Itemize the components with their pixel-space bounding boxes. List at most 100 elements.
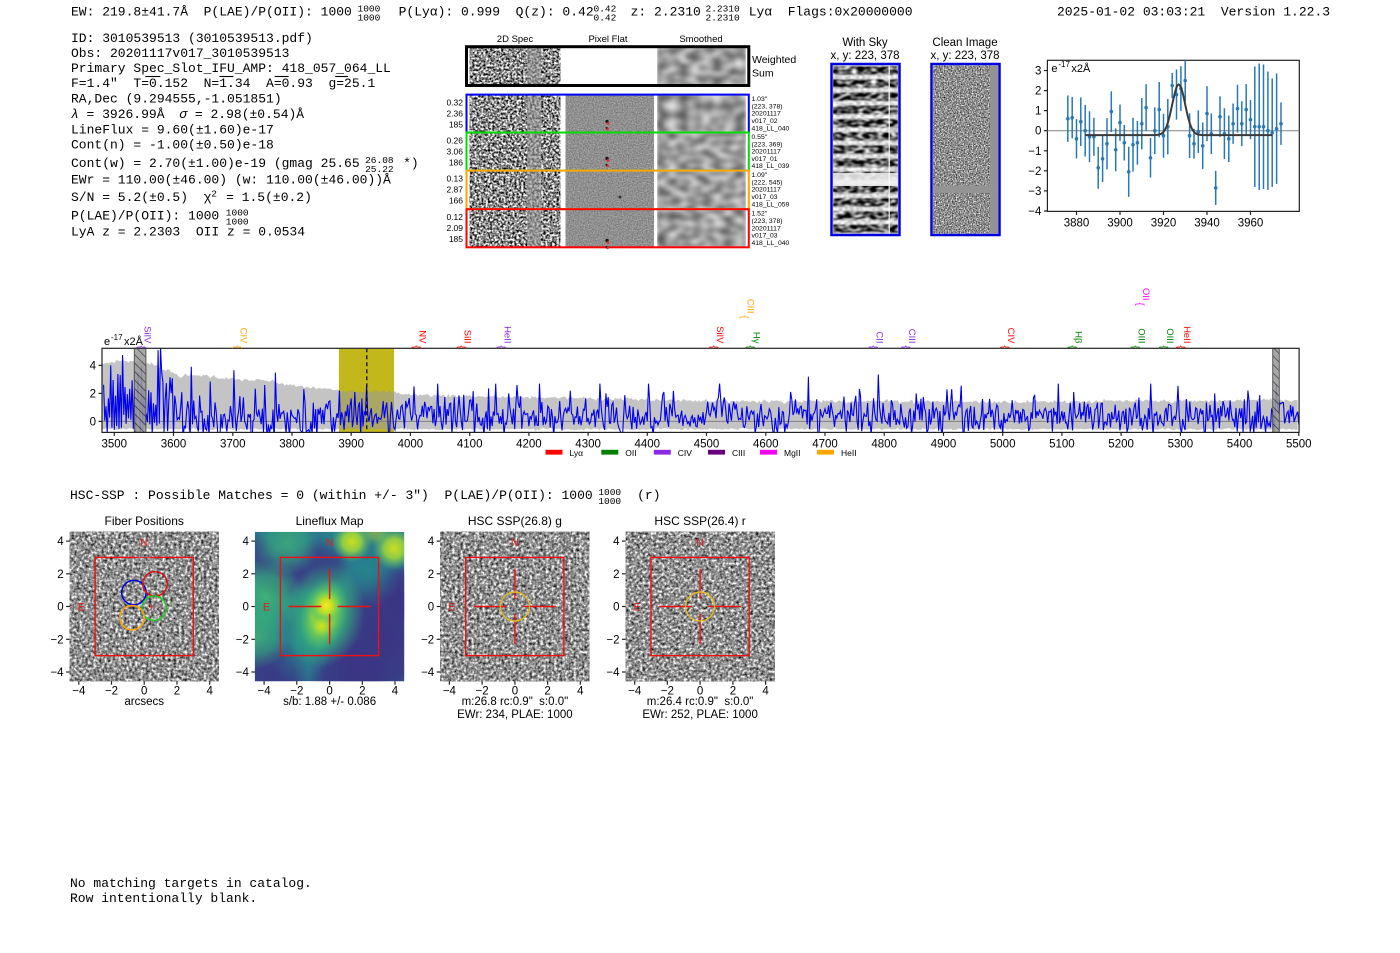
svg-text:RA,Dec (9.294555,-1.051851): RA,Dec (9.294555,-1.051851): [71, 92, 282, 107]
svg-text:CIII: CIII: [745, 299, 756, 314]
svg-text:−4: −4: [443, 686, 457, 698]
svg-text:x2Å: x2Å: [1071, 62, 1091, 75]
svg-text:2: 2: [544, 686, 550, 698]
svg-text:Smoothed: Smoothed: [679, 34, 722, 45]
svg-text:OIII: OIII: [1136, 328, 1147, 343]
svg-text:−4: −4: [50, 667, 64, 679]
svg-text:(r): (r): [629, 488, 660, 503]
svg-text:z: 2.2310: z: 2.2310: [631, 5, 701, 20]
svg-text:3900: 3900: [1107, 217, 1133, 229]
svg-text:arcsecs: arcsecs: [124, 696, 164, 708]
svg-text:3600: 3600: [161, 438, 187, 450]
svg-text:HSC-SSP : Possible Matches = 0: HSC-SSP : Possible Matches = 0 (within +…: [70, 488, 601, 503]
svg-text:5200: 5200: [1108, 438, 1134, 450]
svg-text:2: 2: [90, 388, 96, 400]
svg-text:EW: 219.8±41.7Å P(LAE)/P(OII): EW: 219.8±41.7Å P(LAE)/P(OII): 1000: [71, 5, 352, 20]
svg-text:{: {: [900, 345, 911, 349]
svg-text:0: 0: [428, 602, 434, 614]
svg-text:{: {: [1129, 345, 1140, 349]
svg-text:2: 2: [174, 686, 180, 698]
svg-text:−4: −4: [628, 686, 642, 698]
svg-text:e: e: [104, 336, 110, 348]
svg-text:(223, 378): (223, 378): [752, 103, 783, 110]
svg-text:3700: 3700: [220, 438, 246, 450]
svg-text:4900: 4900: [931, 438, 957, 450]
svg-text:CIII: CIII: [906, 329, 917, 344]
svg-text:v017_03: v017_03: [752, 194, 778, 201]
svg-text:185: 185: [449, 234, 463, 244]
svg-text:418_LL_039: 418_LL_039: [752, 163, 790, 170]
svg-text:25.22: 25.22: [365, 164, 394, 175]
svg-text:4800: 4800: [871, 438, 897, 450]
svg-text:−2: −2: [476, 686, 489, 698]
svg-text:2.36: 2.36: [446, 109, 463, 119]
svg-text:HSC SSP(26.8) g: HSC SSP(26.8) g: [468, 514, 562, 528]
svg-text:1000: 1000: [358, 3, 381, 14]
svg-text:1.52": 1.52": [752, 211, 768, 218]
svg-text:20201117: 20201117: [752, 149, 781, 156]
svg-text:Pixel Flat: Pixel Flat: [588, 34, 627, 45]
svg-text:2: 2: [613, 569, 619, 581]
svg-text:Primary Spec_Slot_IFU_AMP: 418: Primary Spec_Slot_IFU_AMP: 418_057_064_L…: [71, 61, 391, 76]
svg-text:v017_01: v017_01: [752, 156, 778, 163]
svg-text:2: 2: [359, 686, 365, 698]
svg-text:0: 0: [326, 686, 332, 698]
svg-text:−2: −2: [50, 634, 63, 646]
svg-text:0.26: 0.26: [446, 136, 463, 146]
svg-text:Cont(n) = -1.00(±0.50)e-18: Cont(n) = -1.00(±0.50)e-18: [71, 138, 274, 153]
svg-text:2: 2: [242, 569, 248, 581]
svg-text:HeII: HeII: [1181, 326, 1192, 343]
svg-text:{: {: [455, 345, 466, 349]
svg-text:0.32: 0.32: [446, 98, 463, 108]
svg-text:1.03": 1.03": [752, 96, 768, 103]
svg-text:e: e: [1051, 63, 1057, 75]
svg-text:CIV: CIV: [238, 328, 249, 345]
svg-text:0: 0: [613, 602, 619, 614]
svg-text:4: 4: [762, 686, 769, 698]
svg-text:(223, 369): (223, 369): [752, 141, 783, 148]
svg-text:{: {: [1175, 345, 1186, 349]
svg-text:{: {: [135, 345, 146, 349]
svg-text:{: {: [1158, 345, 1169, 349]
svg-text:{: {: [1134, 302, 1145, 306]
svg-text:4000: 4000: [398, 438, 424, 450]
svg-text:1: 1: [1035, 106, 1041, 118]
svg-text:418_LL_040: 418_LL_040: [752, 125, 790, 132]
svg-text:N: N: [140, 537, 148, 549]
svg-text:20201117: 20201117: [752, 111, 781, 118]
svg-text:1000: 1000: [598, 487, 621, 498]
svg-text:186: 186: [449, 158, 463, 168]
svg-text:2.2310: 2.2310: [706, 3, 741, 14]
svg-text:2: 2: [428, 569, 434, 581]
svg-text:HeII: HeII: [502, 326, 513, 343]
svg-text:20201117: 20201117: [752, 187, 781, 194]
svg-text:5300: 5300: [1168, 438, 1194, 450]
svg-text:2: 2: [1035, 86, 1041, 98]
svg-text:E: E: [634, 602, 641, 614]
svg-text:{: {: [231, 345, 242, 349]
svg-text:0: 0: [141, 686, 147, 698]
svg-text:s/b: 1.88 +/- 0.086: s/b: 1.88 +/- 0.086: [283, 696, 376, 708]
svg-text:OIII: OIII: [1164, 328, 1175, 343]
svg-text:(222, 545): (222, 545): [752, 179, 783, 186]
svg-text:−4: −4: [236, 667, 250, 679]
svg-text:N: N: [696, 537, 704, 549]
svg-text:3: 3: [1035, 66, 1041, 78]
svg-text:−4: −4: [1028, 206, 1042, 218]
svg-text:−2: −2: [421, 634, 434, 646]
svg-text:4: 4: [206, 686, 213, 698]
svg-text:5500: 5500: [1286, 438, 1312, 450]
svg-text:0: 0: [697, 686, 703, 698]
svg-text:Cont(w) = 2.70(±1.00)e-19 (gma: Cont(w) = 2.70(±1.00)e-19 (gmag 25.65: [71, 156, 367, 171]
svg-text:3500: 3500: [102, 438, 128, 450]
svg-text:Obs: 20201117v017_3010539513: Obs: 20201117v017_3010539513: [71, 46, 289, 61]
svg-text:20201117: 20201117: [752, 225, 781, 232]
svg-text:With Sky: With Sky: [842, 37, 888, 49]
svg-text:Row intentionally blank.: Row intentionally blank.: [70, 891, 257, 906]
svg-text:0: 0: [512, 686, 518, 698]
svg-text:3960: 3960: [1238, 217, 1264, 229]
svg-text:4600: 4600: [753, 438, 779, 450]
svg-text:−2: −2: [236, 634, 249, 646]
svg-text:4400: 4400: [635, 438, 661, 450]
svg-text:OII: OII: [625, 448, 636, 458]
